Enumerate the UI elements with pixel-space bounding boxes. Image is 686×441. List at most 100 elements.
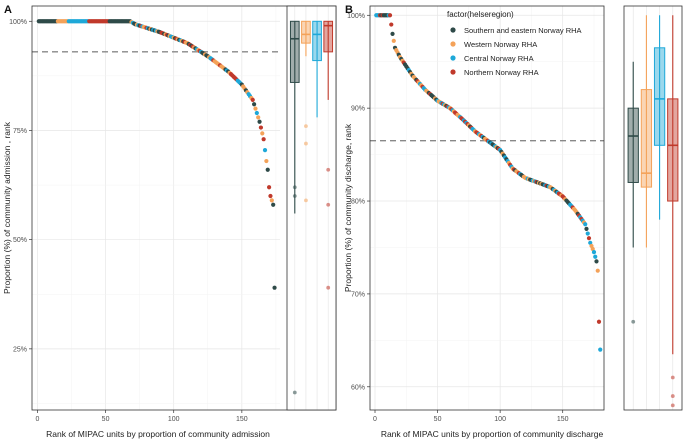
x-tick-label: 0 — [373, 416, 377, 423]
box-outlier — [670, 403, 675, 408]
y-tick-label: 50% — [13, 237, 27, 244]
x-tick-label: 0 — [35, 416, 39, 423]
data-point — [591, 250, 597, 255]
panel-b-boxes — [627, 15, 679, 408]
data-point — [264, 158, 269, 164]
panel-b-frame — [369, 5, 605, 411]
y-tick-label: 75% — [13, 128, 27, 135]
panel-a-x-axis-title: Rank of MIPAC units by proportion of com… — [46, 429, 270, 439]
legend-title: factor(helseregion) — [447, 10, 514, 19]
legend-entry: Northern Norway RHA — [450, 68, 539, 77]
box-outlier — [670, 375, 675, 380]
box-outlier — [292, 194, 297, 198]
legend-swatch — [450, 69, 456, 75]
box-iqr — [653, 47, 666, 146]
data-point — [258, 125, 264, 130]
panel-b-y-ticks: 60% 70% 80% 90% 100% — [347, 13, 370, 391]
data-point — [272, 285, 277, 290]
x-tick-label: 150 — [236, 416, 248, 423]
data-point — [268, 193, 273, 199]
box-outlier — [670, 394, 675, 398]
data-point — [265, 167, 270, 172]
data-point — [269, 198, 274, 203]
x-tick-label: 100 — [168, 416, 180, 423]
panel-a-grid — [32, 6, 280, 410]
panel-a-tag: A — [4, 4, 12, 16]
box-iqr — [667, 98, 679, 202]
data-point — [584, 226, 589, 231]
box-outlier — [304, 198, 308, 203]
box-iqr — [640, 89, 653, 188]
data-point — [262, 148, 268, 153]
legend-label: Southern and eastern Norway RHA — [464, 26, 582, 35]
box-iqr — [627, 107, 639, 183]
legend: factor(helseregion) Southern and eastern… — [447, 10, 582, 77]
panel-b-boxplot — [623, 5, 683, 411]
y-tick-label: 80% — [351, 199, 365, 206]
box-iqr — [289, 20, 300, 83]
legend-entry: Central Norway RHA — [450, 54, 534, 63]
x-tick-label: 50 — [434, 416, 442, 423]
y-tick-label: 90% — [351, 106, 365, 113]
data-point — [583, 222, 588, 227]
panel-a-boxplot — [286, 5, 337, 411]
panel-a-points — [36, 19, 277, 290]
data-point — [598, 347, 603, 352]
data-point — [252, 102, 257, 107]
data-point — [257, 119, 262, 124]
panel-a-y-axis-title: Proportion (%) of community admission , … — [2, 121, 12, 294]
panel-b-tag: B — [345, 4, 353, 16]
legend-swatch — [450, 55, 456, 61]
x-tick-label: 50 — [102, 416, 110, 423]
panel-a-box-frame — [286, 5, 337, 411]
legend-label: Northern Norway RHA — [464, 68, 539, 77]
panel-b-grid — [370, 6, 604, 410]
data-point — [256, 115, 261, 120]
box-outlier — [292, 185, 297, 190]
legend-swatch — [450, 27, 456, 33]
data-point — [389, 22, 394, 27]
box-iqr — [312, 20, 322, 62]
box-iqr — [323, 20, 334, 53]
y-tick-label: 60% — [351, 384, 365, 391]
data-point — [391, 38, 396, 43]
x-tick-label: 100 — [494, 416, 506, 423]
data-point — [586, 236, 592, 241]
box-outlier — [292, 390, 297, 395]
data-point — [260, 131, 265, 136]
legend-swatch — [450, 41, 456, 47]
y-tick-label: 25% — [13, 346, 27, 353]
legend-entry: Western Norway RHA — [450, 40, 537, 49]
y-tick-label: 100% — [9, 19, 27, 26]
panel-a-scatter: 0 50 100 150 25% 50% 75% 100% A Rank of MIPAC … — [2, 4, 337, 439]
data-point — [250, 97, 255, 103]
box-outlier — [304, 124, 308, 129]
data-point — [596, 319, 602, 324]
data-point — [585, 231, 590, 236]
box-outlier — [326, 167, 331, 172]
panel-b-x-axis-title: Rank of MIPAC units by proportion of com… — [381, 429, 604, 439]
panel-b-box-frame — [623, 5, 683, 411]
data-point — [595, 268, 600, 273]
data-point — [271, 202, 276, 207]
data-point — [390, 31, 395, 36]
data-point — [253, 106, 258, 111]
box-iqr — [301, 20, 311, 44]
box-outlier — [304, 141, 308, 146]
box-outlier — [326, 202, 331, 207]
y-tick-label: 70% — [351, 291, 365, 298]
y-tick-label: 100% — [347, 13, 365, 20]
panel-b-points — [374, 13, 603, 352]
data-point — [593, 254, 598, 259]
box-outlier — [326, 285, 331, 290]
data-point — [594, 259, 599, 264]
panel-a-background — [32, 6, 336, 410]
data-point — [266, 185, 272, 190]
box-outlier — [631, 319, 636, 324]
legend-label: Central Norway RHA — [464, 54, 534, 63]
x-tick-label: 150 — [557, 416, 569, 423]
data-point — [387, 13, 393, 18]
panel-a-y-ticks: 25% 50% 75% 100% — [9, 19, 32, 353]
data-point — [261, 137, 266, 142]
